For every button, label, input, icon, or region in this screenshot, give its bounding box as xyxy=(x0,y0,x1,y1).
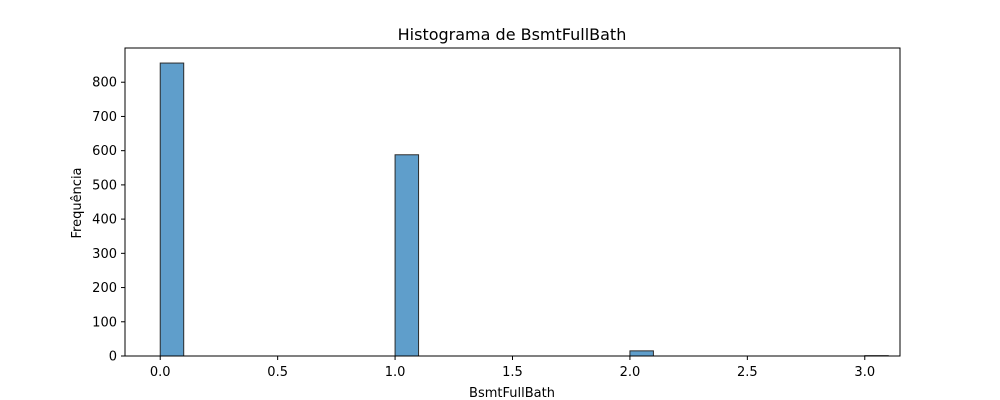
x-tick-label-1: 0.5 xyxy=(267,365,288,380)
y-tick-label-6: 600 xyxy=(92,144,117,159)
histogram-bar-0 xyxy=(159,62,185,357)
x-axis-ticks: 0.0 0.5 1.0 1.5 2.0 2.5 3.0 xyxy=(150,356,875,380)
y-axis-ticks: 0 100 200 300 400 500 600 700 800 xyxy=(92,76,125,365)
bars-group xyxy=(159,62,889,357)
x-tick-label-2: 1.0 xyxy=(385,365,406,380)
x-axis-label: BsmtFullBath xyxy=(469,386,555,400)
y-tick-label-0: 0 xyxy=(109,350,117,365)
y-tick-label-2: 200 xyxy=(92,281,117,296)
y-tick-label-8: 800 xyxy=(92,76,117,91)
histogram-bar-2 xyxy=(629,350,654,357)
y-tick-label-4: 400 xyxy=(92,213,117,228)
histogram-bar-1 xyxy=(394,154,420,357)
x-tick-label-0: 0.0 xyxy=(150,365,171,380)
y-tick-label-5: 500 xyxy=(92,178,117,193)
x-tick-label-6: 3.0 xyxy=(854,365,875,380)
y-axis-label: Frequência xyxy=(70,167,85,238)
x-tick-label-5: 2.5 xyxy=(737,365,758,380)
chart-title: Histograma de BsmtFullBath xyxy=(398,25,627,44)
x-tick-label-3: 1.5 xyxy=(502,365,523,380)
plot-frame xyxy=(124,47,901,357)
y-tick-label-7: 700 xyxy=(92,110,117,125)
y-tick-label-3: 300 xyxy=(92,247,117,262)
x-tick-label-4: 2.0 xyxy=(620,365,641,380)
y-tick-label-1: 100 xyxy=(92,315,117,330)
